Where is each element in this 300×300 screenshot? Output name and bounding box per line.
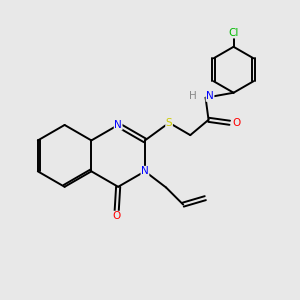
Text: H: H xyxy=(189,91,197,101)
Text: N: N xyxy=(114,120,122,130)
Text: Cl: Cl xyxy=(228,28,239,38)
Text: N: N xyxy=(141,166,149,176)
Text: S: S xyxy=(166,118,172,128)
Text: O: O xyxy=(112,211,121,221)
Text: N: N xyxy=(206,91,214,101)
Text: O: O xyxy=(232,118,240,128)
